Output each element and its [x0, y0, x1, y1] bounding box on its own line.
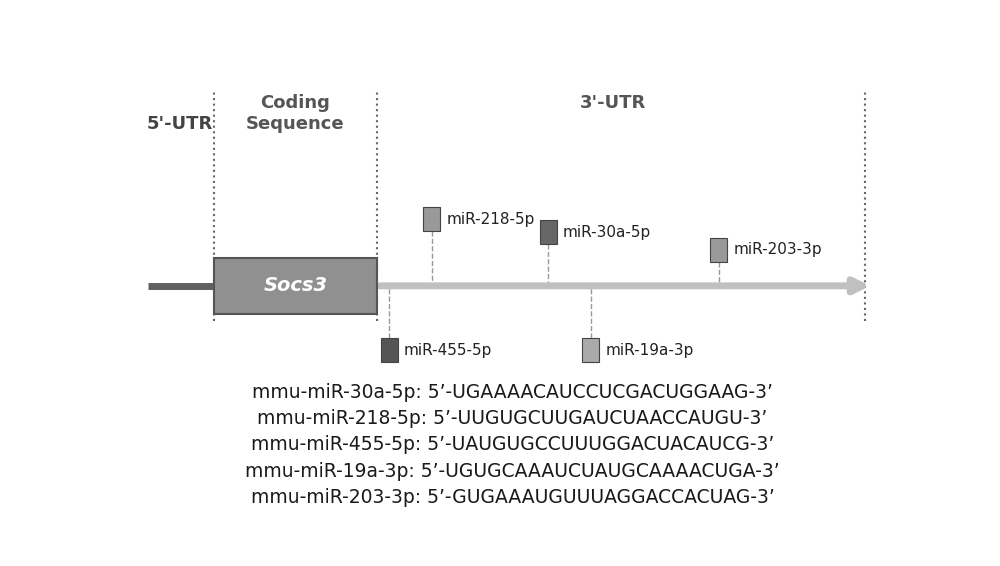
- FancyBboxPatch shape: [381, 338, 398, 362]
- Text: 5'-UTR: 5'-UTR: [146, 115, 212, 134]
- Text: mmu-miR-30a-5p: 5’-UGAAAACAUCCUCGACUGGAAG-3’: mmu-miR-30a-5p: 5’-UGAAAACAUCCUCGACUGGAA…: [252, 383, 773, 402]
- Text: miR-203-3p: miR-203-3p: [733, 242, 822, 258]
- Text: Socs3: Socs3: [263, 276, 328, 295]
- FancyBboxPatch shape: [214, 258, 377, 314]
- Text: miR-19a-3p: miR-19a-3p: [606, 342, 694, 358]
- Text: miR-455-5p: miR-455-5p: [404, 342, 492, 358]
- Text: mmu-miR-218-5p: 5’-UUGUGCUUGAUCUAACCAUGU-3’: mmu-miR-218-5p: 5’-UUGUGCUUGAUCUAACCAUGU…: [257, 409, 768, 428]
- Text: miR-30a-5p: miR-30a-5p: [563, 225, 651, 240]
- Text: mmu-miR-455-5p: 5’-UAUGUGCCUUUGGACUACAUCG-3’: mmu-miR-455-5p: 5’-UAUGUGCCUUUGGACUACAUC…: [251, 435, 774, 454]
- FancyBboxPatch shape: [710, 238, 727, 262]
- Text: 3'-UTR: 3'-UTR: [580, 93, 646, 112]
- Text: mmu-miR-203-3p: 5’-GUGAAAUGUUUAGGACCACUAG-3’: mmu-miR-203-3p: 5’-GUGAAAUGUUUAGGACCACUA…: [251, 488, 774, 507]
- Text: miR-218-5p: miR-218-5p: [447, 212, 535, 227]
- FancyBboxPatch shape: [423, 207, 440, 231]
- Text: mmu-miR-19a-3p: 5’-UGUGCAAAUCUAUGCAAAACUGA-3’: mmu-miR-19a-3p: 5’-UGUGCAAAUCUAUGCAAAACU…: [245, 461, 780, 481]
- FancyBboxPatch shape: [582, 338, 599, 362]
- FancyBboxPatch shape: [540, 220, 557, 245]
- Text: Coding
Sequence: Coding Sequence: [246, 95, 345, 134]
